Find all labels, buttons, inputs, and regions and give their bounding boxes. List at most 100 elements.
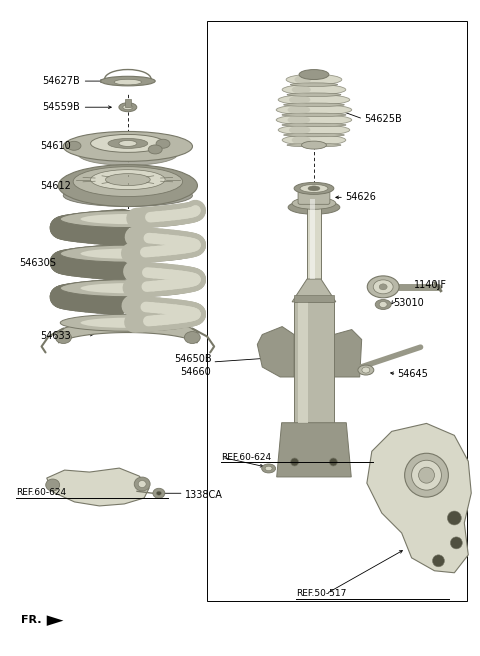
Ellipse shape <box>63 184 192 207</box>
Ellipse shape <box>300 184 328 192</box>
Ellipse shape <box>288 200 340 215</box>
Ellipse shape <box>282 85 346 95</box>
Polygon shape <box>367 423 471 573</box>
Ellipse shape <box>156 139 170 148</box>
Ellipse shape <box>292 197 336 209</box>
Ellipse shape <box>282 134 346 146</box>
Ellipse shape <box>290 458 299 466</box>
Ellipse shape <box>299 70 329 79</box>
Ellipse shape <box>156 491 161 495</box>
Ellipse shape <box>148 145 162 154</box>
Text: 54612: 54612 <box>40 180 71 191</box>
Ellipse shape <box>91 170 165 190</box>
FancyBboxPatch shape <box>298 186 330 204</box>
Ellipse shape <box>284 103 344 106</box>
Ellipse shape <box>289 126 311 134</box>
Text: REF.50-517: REF.50-517 <box>296 589 347 598</box>
Ellipse shape <box>81 249 175 258</box>
Ellipse shape <box>276 104 352 115</box>
Ellipse shape <box>134 477 150 491</box>
Ellipse shape <box>58 165 197 207</box>
Ellipse shape <box>153 488 165 499</box>
Text: 54610: 54610 <box>40 142 71 152</box>
Bar <box>307 199 321 279</box>
Ellipse shape <box>419 467 434 483</box>
Ellipse shape <box>60 314 195 331</box>
Text: 1140JF: 1140JF <box>414 280 447 290</box>
Ellipse shape <box>287 93 341 96</box>
Bar <box>206 21 467 601</box>
Polygon shape <box>59 321 197 343</box>
Ellipse shape <box>308 186 320 191</box>
Text: 54633: 54633 <box>40 331 71 341</box>
Ellipse shape <box>106 174 150 186</box>
Text: 1338CA: 1338CA <box>185 489 223 500</box>
Ellipse shape <box>284 133 344 137</box>
Ellipse shape <box>60 211 195 228</box>
Ellipse shape <box>362 367 370 373</box>
Bar <box>294 295 334 302</box>
Ellipse shape <box>119 140 137 146</box>
Ellipse shape <box>288 106 310 114</box>
Ellipse shape <box>138 481 146 487</box>
Ellipse shape <box>78 144 178 165</box>
Ellipse shape <box>114 79 142 85</box>
Polygon shape <box>334 329 362 377</box>
Ellipse shape <box>100 76 155 86</box>
Ellipse shape <box>60 279 195 297</box>
Text: REF.60-624: REF.60-624 <box>16 488 66 497</box>
Text: 54627B: 54627B <box>42 76 80 86</box>
Ellipse shape <box>367 276 399 298</box>
Polygon shape <box>292 279 336 302</box>
Ellipse shape <box>286 74 342 85</box>
Ellipse shape <box>91 134 165 152</box>
Bar <box>294 302 334 422</box>
Ellipse shape <box>379 302 387 308</box>
Ellipse shape <box>450 537 462 549</box>
Ellipse shape <box>379 284 387 290</box>
Ellipse shape <box>67 141 81 150</box>
Ellipse shape <box>265 466 272 471</box>
Text: 54625B: 54625B <box>364 114 402 124</box>
Ellipse shape <box>119 103 137 112</box>
Ellipse shape <box>447 511 461 525</box>
Ellipse shape <box>56 331 72 344</box>
Ellipse shape <box>81 214 175 224</box>
Ellipse shape <box>358 365 374 375</box>
Ellipse shape <box>287 143 341 147</box>
Ellipse shape <box>278 125 350 135</box>
Ellipse shape <box>63 131 192 161</box>
Text: 54645: 54645 <box>397 369 428 379</box>
Ellipse shape <box>295 75 311 84</box>
Text: 54630S: 54630S <box>19 258 56 268</box>
Bar <box>298 302 308 422</box>
Bar <box>125 99 131 107</box>
Ellipse shape <box>108 138 148 148</box>
Text: FR.: FR. <box>22 615 42 625</box>
Ellipse shape <box>81 283 175 293</box>
Ellipse shape <box>282 113 346 117</box>
Ellipse shape <box>292 85 311 94</box>
Ellipse shape <box>412 461 442 490</box>
Text: 54650B: 54650B <box>174 354 211 364</box>
Ellipse shape <box>405 453 448 497</box>
Text: 54660: 54660 <box>180 367 211 377</box>
Polygon shape <box>47 615 63 626</box>
Bar <box>311 199 315 279</box>
Text: 54559B: 54559B <box>42 102 80 112</box>
Ellipse shape <box>262 464 276 473</box>
Ellipse shape <box>294 182 334 194</box>
Ellipse shape <box>432 555 444 567</box>
Ellipse shape <box>123 105 133 110</box>
Polygon shape <box>257 327 294 377</box>
Ellipse shape <box>288 115 310 124</box>
Text: 53010: 53010 <box>393 298 423 308</box>
Ellipse shape <box>73 167 182 197</box>
Ellipse shape <box>276 115 352 125</box>
Polygon shape <box>47 468 149 506</box>
Ellipse shape <box>60 245 195 262</box>
Ellipse shape <box>329 458 337 466</box>
Text: 54626: 54626 <box>345 192 376 202</box>
Ellipse shape <box>81 318 175 328</box>
Ellipse shape <box>290 83 337 87</box>
